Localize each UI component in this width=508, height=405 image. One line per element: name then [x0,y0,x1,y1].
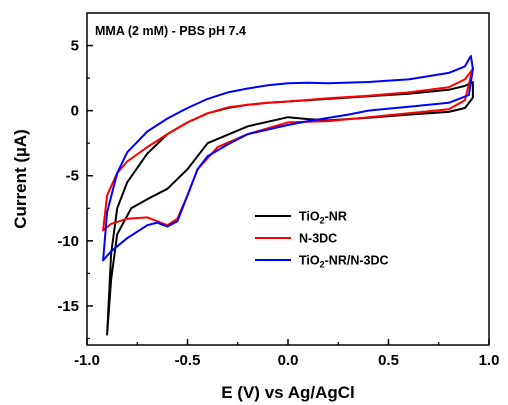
x-tick-label: 0.0 [278,352,299,369]
y-axis-title: Current (µA) [11,129,30,229]
legend-label-1: TiO2-NR [299,210,347,226]
series-line-3 [102,55,474,262]
y-tick-label: 0 [71,103,79,120]
series-line-2 [102,66,474,232]
y-tick-label: 5 [71,38,79,55]
legend-label-2: N-3DC [299,232,337,246]
legend: TiO2-NR N-3DC TiO2-NR/N-3DC [255,210,389,270]
series-line-1 [106,81,474,336]
y-tick-label: -10 [57,233,79,250]
y-tick-label: -15 [57,298,79,315]
x-axis-title: E (V) vs Ag/AgCl [221,383,355,402]
x-tick-label: 0.5 [378,352,399,369]
x-tick-label: -1.0 [74,352,100,369]
y-tick-label: -5 [66,168,79,185]
plot-frame [86,12,490,346]
x-tick-label: 1.0 [479,352,500,369]
legend-label-3: TiO2-NR/N-3DC [299,254,389,270]
chart-annotation: MMA (2 mM) - PBS pH 7.4 [95,24,246,38]
x-tick-label: -0.5 [175,352,201,369]
